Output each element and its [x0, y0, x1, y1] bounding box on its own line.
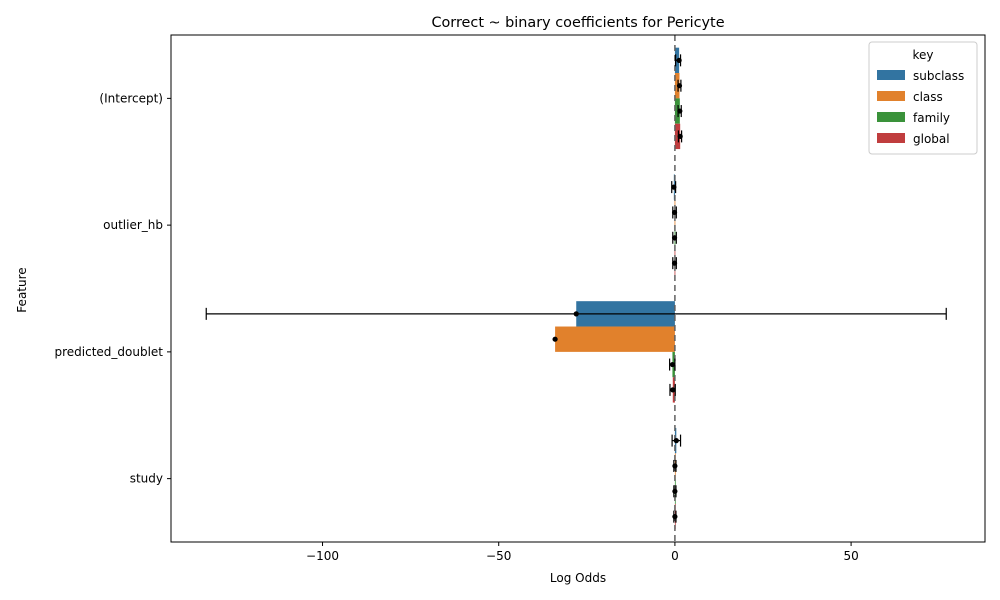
legend-title: key — [912, 48, 933, 62]
point-subclass-3 — [673, 438, 679, 444]
x-axis: −100 −50 0 50 — [306, 542, 859, 563]
legend-label: class — [913, 90, 943, 104]
y-tick-label: outlier_hb — [103, 218, 163, 232]
x-tick-label: 50 — [843, 549, 858, 563]
plot-area — [170, 34, 986, 543]
x-tick-label: −50 — [486, 549, 511, 563]
y-tick-label: predicted_doublet — [54, 345, 163, 359]
point-family-3 — [672, 488, 678, 494]
x-tick-label: 0 — [671, 549, 679, 563]
point-global-3 — [672, 514, 678, 520]
error-bars-layer — [205, 54, 947, 523]
chart-title: Correct ~ binary coefficients for Pericy… — [431, 15, 724, 31]
y-axis-label: Feature — [15, 267, 29, 312]
x-axis-label: Log Odds — [550, 571, 606, 585]
point-subclass-2 — [573, 311, 579, 317]
point-class-2 — [552, 336, 558, 342]
legend-swatch-global — [877, 133, 905, 143]
legend-label: subclass — [913, 69, 964, 83]
legend-swatch-class — [877, 91, 905, 101]
point-global-2 — [670, 387, 676, 393]
legend: key subclass class family global — [868, 41, 978, 155]
bar-class-2 — [555, 326, 675, 352]
legend-swatch-subclass — [877, 70, 905, 80]
point-global-0 — [677, 133, 683, 139]
point-class-0 — [676, 83, 683, 89]
point-subclass-1 — [671, 184, 677, 190]
point-global-1 — [671, 260, 678, 266]
point-class-3 — [672, 463, 678, 469]
x-tick-label: −100 — [306, 549, 339, 563]
point-subclass-0 — [676, 57, 682, 63]
y-tick-label: study — [130, 472, 163, 486]
point-family-2 — [669, 361, 676, 368]
plot-frame — [170, 34, 986, 543]
y-axis: (Intercept) outlier_hb predicted_doubletst… — [54, 91, 171, 486]
bar-global-0 — [674, 123, 681, 150]
bars-layer — [555, 47, 681, 530]
point-family-0 — [677, 108, 683, 114]
point-class-1 — [671, 209, 678, 216]
point-family-1 — [671, 235, 678, 241]
legend-swatch-family — [877, 112, 905, 122]
y-tick-label: (Intercept) — [99, 91, 163, 105]
legend-label: global — [913, 132, 950, 146]
legend-label: family — [913, 111, 950, 125]
